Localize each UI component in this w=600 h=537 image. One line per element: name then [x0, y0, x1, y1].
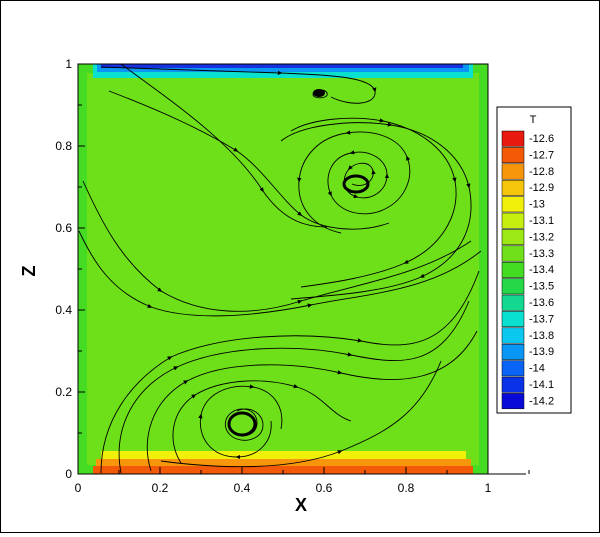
y-tick-label: 0	[65, 467, 72, 481]
legend-swatch	[501, 130, 525, 147]
streamlines	[78, 64, 482, 474]
top-band-cold	[101, 64, 463, 68]
top-small-vortex-core	[313, 89, 325, 97]
legend-label: -12.9	[529, 182, 554, 194]
lower-vortex-core	[227, 411, 257, 437]
legend-swatch	[501, 196, 525, 213]
streamline-upper-outer-2	[280, 122, 472, 300]
streamline-lower-outer-4	[100, 270, 480, 474]
legend-label: -14	[529, 363, 545, 375]
legend-swatch	[501, 294, 525, 311]
legend-label: -13	[529, 199, 545, 211]
field-interior	[87, 73, 479, 465]
legend-label: -13.8	[529, 330, 554, 342]
legend-swatch	[501, 147, 525, 164]
streamline-left-sweep-1	[82, 180, 472, 312]
legend-items: -12.6 -12.7 -12.8 -12.9 -13 -13.1 -13.2 -13.3 -1…	[501, 130, 554, 410]
legend-label: -13.4	[529, 264, 554, 276]
x-tick-label: 1	[485, 481, 492, 495]
streamline-top-arc-2	[108, 90, 390, 230]
streamline-top-loop	[100, 66, 377, 104]
legend-label: -13.7	[529, 313, 554, 325]
legend-swatch	[501, 278, 525, 295]
legend-label: -12.7	[529, 149, 554, 161]
legend-swatch	[501, 261, 525, 278]
x-tick-label: 0.2	[152, 481, 169, 495]
legend-label: -13.6	[529, 297, 554, 309]
x-axis-label: X	[295, 495, 307, 515]
legend-label: -12.8	[529, 166, 554, 178]
legend-swatch	[501, 343, 525, 360]
y-tick-label: 0.6	[55, 221, 72, 235]
legend-swatch	[501, 360, 525, 377]
legend-label: -14.1	[529, 379, 554, 391]
legend-swatch	[501, 179, 525, 196]
y-tick-label: 0.2	[55, 385, 72, 399]
legend-swatch	[501, 327, 525, 344]
x-tick-label: 0	[75, 481, 82, 495]
x-tick-label: 0.4	[234, 481, 251, 495]
upper-vortex-core	[342, 174, 370, 194]
legend-swatch	[501, 393, 525, 410]
y-tick-label: 0.4	[55, 303, 72, 317]
streamline-mid-band	[160, 360, 442, 468]
legend-swatch	[501, 311, 525, 328]
legend-swatch	[501, 212, 525, 229]
legend-swatch	[501, 163, 525, 180]
x-tick-label: 0.6	[316, 481, 333, 495]
legend-swatch	[501, 376, 525, 393]
legend-label: -13.2	[529, 231, 554, 243]
temperature-field	[78, 64, 488, 474]
legend-label: -13.9	[529, 346, 554, 358]
legend-label: -13.1	[529, 215, 554, 227]
legend-label: -13.3	[529, 248, 554, 260]
color-legend: T -12.6 -12.7 -12.8 -12.9 -13 -13.1 -13.2 -13.3…	[496, 106, 572, 414]
y-tick-label: 0.8	[55, 139, 72, 153]
x-ticks: 0 0.2 0.4 0.6 0.8 1	[75, 467, 530, 495]
streamline-left-sweep-2	[78, 230, 482, 317]
legend-label: -14.2	[529, 395, 554, 407]
y-ticks: 0 0.2 0.4 0.6 0.8 1	[55, 57, 85, 481]
legend-label: -13.5	[529, 281, 554, 293]
y-tick-label: 1	[65, 57, 72, 71]
y-axis-label: Z	[19, 266, 39, 277]
legend-swatch	[501, 245, 525, 262]
legend-swatch	[501, 229, 525, 246]
x-tick-label: 0.8	[398, 481, 415, 495]
legend-label: -12.6	[529, 133, 554, 145]
legend-title: T	[530, 114, 537, 126]
